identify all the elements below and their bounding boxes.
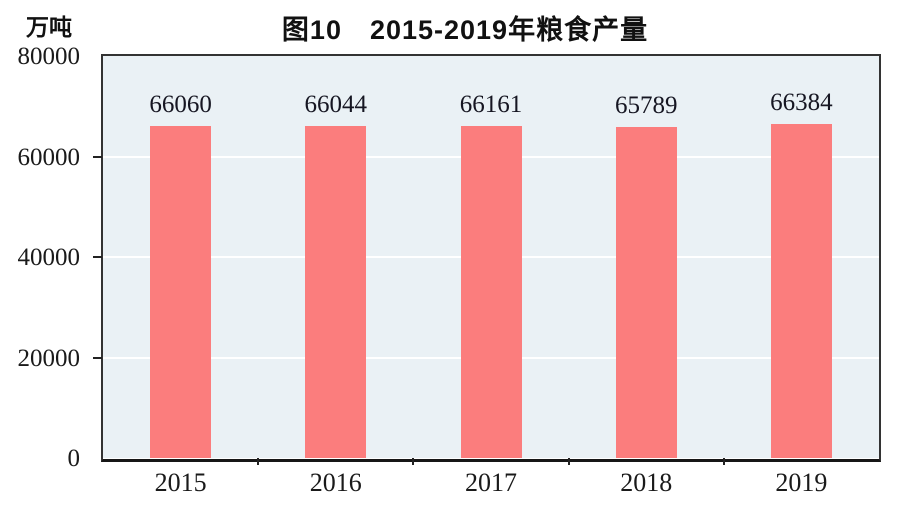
y-axis-tick-label: 60000 xyxy=(17,143,81,171)
x-axis-tick-mark xyxy=(722,458,725,465)
y-axis-unit-label: 万吨 xyxy=(26,15,72,40)
x-axis-tick-label: 2015 xyxy=(154,468,207,497)
y-axis-tick-mark xyxy=(93,356,102,359)
x-axis-tick-mark xyxy=(567,458,570,465)
bar xyxy=(460,125,522,458)
x-axis-tick-mark xyxy=(412,458,415,465)
y-axis-tick-mark xyxy=(93,155,102,158)
bar xyxy=(615,127,677,458)
x-axis-tick-label: 2017 xyxy=(465,468,517,497)
y-axis-tick-mark xyxy=(93,256,102,258)
bar-value-label: 65789 xyxy=(614,92,678,120)
y-axis-tick-label: 20000 xyxy=(17,344,81,372)
bar-value-label: 66384 xyxy=(770,89,833,117)
y-axis-tick-label: 40000 xyxy=(17,244,81,271)
y-axis-tick-label: 0 xyxy=(67,445,81,472)
bar xyxy=(770,124,832,458)
bar xyxy=(150,126,212,458)
x-axis-tick-label: 2016 xyxy=(309,468,362,497)
x-axis-tick-label: 2019 xyxy=(775,468,828,497)
x-axis-tick-mark xyxy=(257,458,260,465)
y-axis-tick-label: 80000 xyxy=(17,43,81,70)
x-axis-tick-label: 2018 xyxy=(620,468,673,497)
bar-value-label: 66044 xyxy=(304,91,368,119)
bar xyxy=(305,126,367,458)
chart-title: 图10 2015-2019年粮食产量 xyxy=(281,15,649,45)
bar-value-label: 66161 xyxy=(459,90,523,118)
bar-value-label: 66060 xyxy=(149,91,212,119)
